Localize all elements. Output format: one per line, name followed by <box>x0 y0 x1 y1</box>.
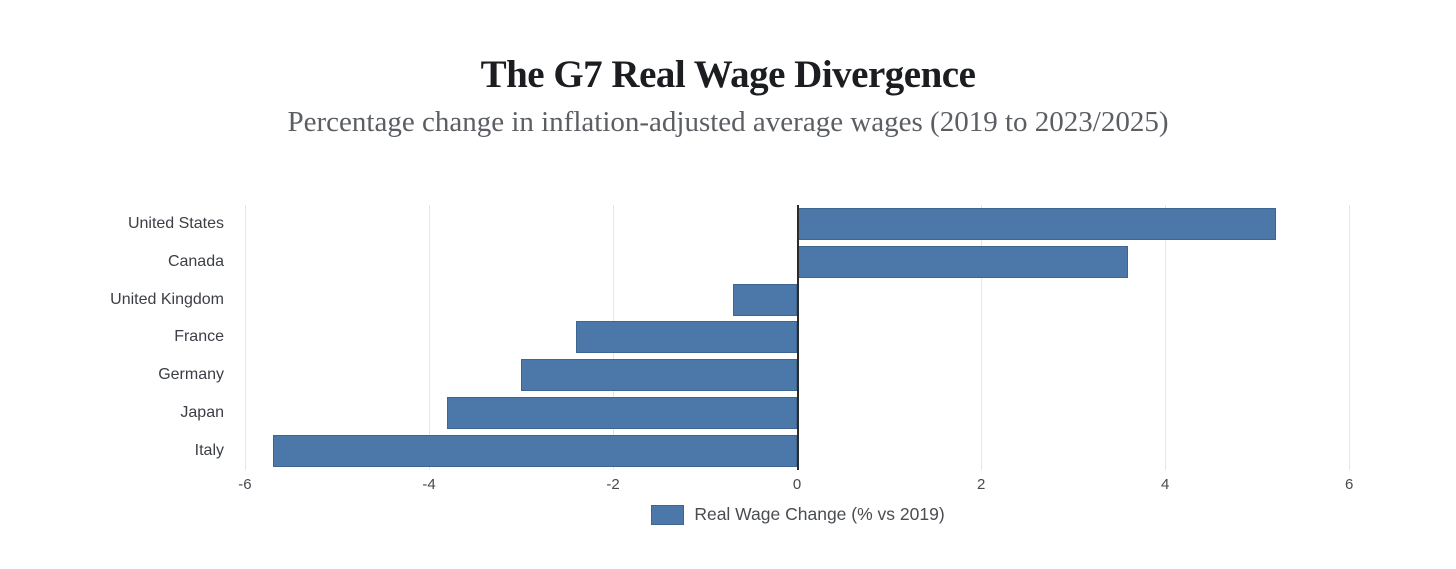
x-tick-label: -2 <box>606 476 620 493</box>
y-axis-label-canada: Canada <box>167 253 224 270</box>
bar-france <box>576 321 798 353</box>
x-tick-label: 2 <box>976 476 986 493</box>
bar-italy <box>272 435 798 467</box>
legend: Real Wage Change (% vs 2019) <box>233 504 1363 525</box>
bar-united-kingdom <box>732 284 798 316</box>
x-tick-label: 0 <box>792 476 802 493</box>
y-axis-label-italy: Italy <box>194 442 224 459</box>
chart-subtitle: Percentage change in inflation-adjusted … <box>287 106 1169 138</box>
bar-canada <box>797 246 1129 278</box>
bar-germany <box>521 359 798 391</box>
x-tick-label: 6 <box>1345 476 1354 493</box>
bar-japan <box>447 397 798 429</box>
x-tick-label: -4 <box>422 476 436 493</box>
bar-united-states <box>797 208 1276 240</box>
gridline <box>981 205 983 470</box>
legend-label: Real Wage Change (% vs 2019) <box>694 504 945 524</box>
y-axis-label-united-kingdom: United Kingdom <box>110 291 224 308</box>
legend-swatch <box>651 504 685 525</box>
plot-area <box>233 205 1363 470</box>
x-axis-tick-labels: -6 -4 -2 0 2 4 6 <box>233 476 1363 500</box>
x-tick-label: 4 <box>1160 476 1170 493</box>
gridline <box>1165 205 1167 470</box>
y-axis-label-france: France <box>174 328 224 345</box>
gridline <box>1349 205 1351 470</box>
x-tick-label: -6 <box>238 476 252 493</box>
y-axis-label-united-states: United States <box>127 215 224 232</box>
y-axis-labels: United States Canada United Kingdom France G… <box>0 205 224 470</box>
gridline <box>244 205 246 470</box>
y-axis-label-japan: Japan <box>180 404 224 421</box>
gridline <box>429 205 430 470</box>
zero-baseline <box>797 205 800 470</box>
chart-title: The G7 Real Wage Divergence <box>480 53 976 96</box>
y-axis-label-germany: Germany <box>158 366 224 383</box>
